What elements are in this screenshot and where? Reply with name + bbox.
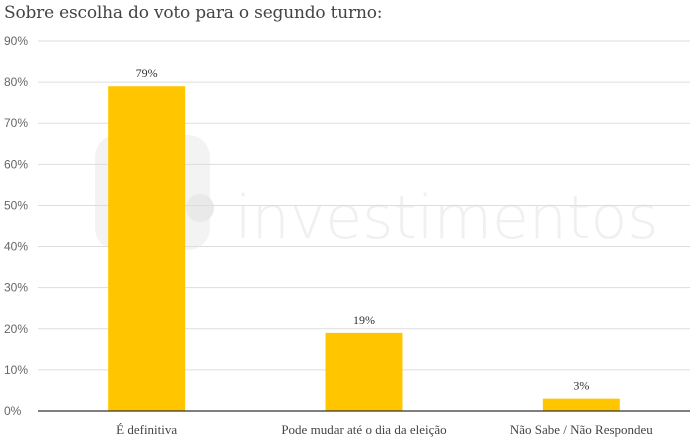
y-tick-label: 70% (4, 116, 28, 130)
y-tick-label: 40% (4, 240, 28, 254)
category-label: É definitiva (116, 422, 177, 437)
bar (108, 86, 186, 411)
data-label: 19% (353, 313, 375, 327)
y-tick-label: 60% (4, 157, 28, 171)
category-label: Pode mudar até o dia da eleição (281, 422, 446, 437)
chart-title: Sobre escolha do voto para o segundo tur… (4, 3, 383, 23)
category-label: Não Sabe / Não Respondeu (510, 422, 653, 437)
y-tick-label: 0% (4, 404, 22, 418)
y-tick-label: 90% (4, 34, 28, 48)
y-tick-label: 50% (4, 198, 28, 212)
watermark-text: investimentos (235, 183, 658, 253)
data-label: 79% (136, 66, 158, 80)
data-label: 3% (573, 379, 589, 393)
y-tick-label: 30% (4, 281, 28, 295)
logo-icon-dot (186, 194, 214, 222)
y-tick-label: 10% (4, 363, 28, 377)
y-tick-label: 20% (4, 322, 28, 336)
bar (325, 332, 403, 411)
y-tick-label: 80% (4, 75, 28, 89)
bar (542, 398, 620, 411)
